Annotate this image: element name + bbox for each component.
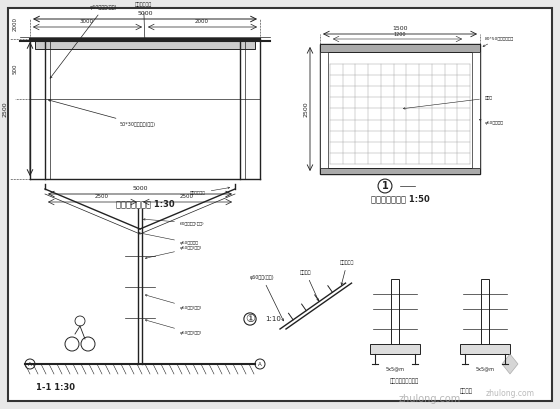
Text: 图集：运动场所设施: 图集：运动场所设施: [390, 378, 419, 384]
Bar: [391, 279, 399, 344]
Text: 5x5@m: 5x5@m: [385, 366, 404, 371]
Text: 5000: 5000: [137, 11, 153, 16]
Bar: [320, 52, 328, 168]
Text: 2500: 2500: [95, 194, 109, 199]
Text: 1500: 1500: [392, 26, 408, 31]
Text: φ60钢管(立柱): φ60钢管(立柱): [145, 246, 202, 259]
Bar: [481, 279, 489, 344]
Text: 2000: 2000: [13, 17, 18, 31]
Text: φ60钢管(立柱): φ60钢管(立柱): [250, 275, 283, 321]
Text: 2500: 2500: [303, 101, 308, 117]
Text: ①: ①: [245, 314, 255, 324]
Text: 自行车棚: 自行车棚: [460, 388, 473, 394]
Text: φ60钢管柱(双柱): φ60钢管柱(双柱): [50, 5, 118, 78]
Text: φ60钢管立柱: φ60钢管立柱: [479, 119, 504, 125]
Text: 钢丝网: 钢丝网: [403, 96, 493, 109]
Bar: [472, 52, 480, 168]
Text: 5000: 5000: [132, 186, 148, 191]
Text: 1: 1: [381, 181, 389, 191]
Bar: [35, 41, 255, 49]
Text: A: A: [258, 362, 262, 366]
Text: 5x5@m: 5x5@m: [475, 366, 494, 371]
Text: φ60钢管(横梁): φ60钢管(横梁): [145, 294, 202, 310]
Text: 2500: 2500: [180, 194, 194, 199]
Text: 60钢管横梁(纵向): 60钢管横梁(纵向): [143, 218, 204, 225]
Bar: [320, 44, 480, 52]
Text: 1-1 1:30: 1-1 1:30: [35, 382, 74, 391]
Text: 玻璃钢采光板: 玻璃钢采光板: [135, 2, 152, 41]
Bar: [460, 344, 510, 354]
Text: A: A: [28, 362, 32, 366]
Text: 玻璃钢采光板: 玻璃钢采光板: [190, 187, 230, 195]
Text: 自行车棚山面图 1:50: 自行车棚山面图 1:50: [371, 195, 430, 204]
Text: 车场小标注: 车场小标注: [340, 260, 354, 285]
Bar: [320, 168, 480, 174]
Text: φ60钢管(纵梁): φ60钢管(纵梁): [145, 319, 202, 335]
Text: 50*30矩形钢管(纵向): 50*30矩形钢管(纵向): [48, 99, 156, 127]
Text: 车架头部: 车架头部: [300, 270, 319, 301]
Text: zhulong.com: zhulong.com: [486, 389, 534, 398]
Text: 自行车棚正立面 1:30: 自行车棚正立面 1:30: [116, 200, 174, 209]
Polygon shape: [502, 354, 518, 374]
Text: 2000: 2000: [195, 19, 209, 24]
Text: φ60钢管斜撑: φ60钢管斜撑: [138, 232, 199, 245]
Text: 2500: 2500: [3, 101, 8, 117]
Text: 1:10: 1:10: [265, 316, 281, 322]
Text: 80*50矩形钢管横梁: 80*50矩形钢管横梁: [483, 36, 514, 47]
Text: 1200: 1200: [394, 32, 406, 37]
Text: zhulong.com: zhulong.com: [399, 394, 461, 404]
Text: 3000: 3000: [80, 19, 94, 24]
Bar: [320, 44, 480, 174]
Text: 500: 500: [13, 64, 18, 74]
Bar: [370, 344, 420, 354]
